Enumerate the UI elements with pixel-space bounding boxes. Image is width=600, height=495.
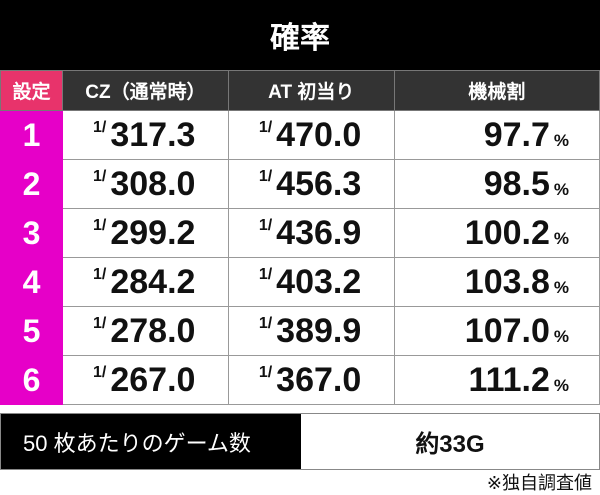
cz-value: 299.2 xyxy=(110,213,196,252)
payout-value: 111.2 xyxy=(468,360,550,399)
table-row: 1 1/317.3 1/470.0 97.7% xyxy=(0,110,600,160)
at-probability: 1/470.0 xyxy=(227,110,395,160)
header-setting: 設定 xyxy=(0,70,63,111)
games-value: 約33G xyxy=(415,431,485,458)
percent-sign: % xyxy=(553,130,569,150)
setting-number: 2 xyxy=(0,159,63,209)
fraction-prefix: 1/ xyxy=(258,265,273,283)
fraction-prefix: 1/ xyxy=(93,167,107,185)
at-value: 389.9 xyxy=(276,311,362,350)
percent-sign: % xyxy=(553,277,569,297)
probability-table: 設定 CZ（通常時） AT 初当り 機械割 1 1/317.3 1/470.0 … xyxy=(0,70,600,405)
fraction-prefix: 1/ xyxy=(258,363,273,381)
header-cz: CZ（通常時） xyxy=(62,70,229,111)
at-probability: 1/456.3 xyxy=(227,159,395,209)
fraction-prefix: 1/ xyxy=(93,314,107,332)
table-row: 2 1/308.0 1/456.3 98.5% xyxy=(0,159,600,209)
percent-sign: % xyxy=(553,179,569,199)
payout-rate: 98.5% xyxy=(393,159,600,209)
payout-rate: 103.8% xyxy=(393,257,600,307)
cz-probability: 1/317.3 xyxy=(62,110,229,160)
fraction-prefix: 1/ xyxy=(258,118,273,136)
at-value: 456.3 xyxy=(276,164,362,203)
payout-value: 98.5 xyxy=(483,164,550,203)
percent-sign: % xyxy=(553,228,569,248)
at-value: 403.2 xyxy=(276,262,362,301)
cz-probability: 1/278.0 xyxy=(62,306,229,356)
percent-sign: % xyxy=(553,375,569,395)
cz-probability: 1/267.0 xyxy=(62,355,229,405)
cz-value: 317.3 xyxy=(110,115,196,154)
at-probability: 1/389.9 xyxy=(227,306,395,356)
header-payout: 機械割 xyxy=(393,70,600,111)
header-at: AT 初当り xyxy=(227,70,395,111)
games-per-50-box: 50 枚あたりのゲーム数 約33G xyxy=(0,413,600,470)
cz-value: 267.0 xyxy=(110,360,196,399)
fraction-prefix: 1/ xyxy=(93,363,107,381)
table-row: 4 1/284.2 1/403.2 103.8% xyxy=(0,257,600,307)
percent-sign: % xyxy=(553,326,569,346)
fraction-prefix: 1/ xyxy=(93,118,107,136)
cz-probability: 1/299.2 xyxy=(62,208,229,258)
setting-number: 1 xyxy=(0,110,63,160)
setting-number: 5 xyxy=(0,306,63,356)
payout-rate: 107.0% xyxy=(393,306,600,356)
fraction-prefix: 1/ xyxy=(258,167,273,185)
at-probability: 1/367.0 xyxy=(227,355,395,405)
table-header: 設定 CZ（通常時） AT 初当り 機械割 xyxy=(0,70,600,111)
cz-value: 308.0 xyxy=(110,164,196,203)
fraction-prefix: 1/ xyxy=(258,314,273,332)
at-value: 367.0 xyxy=(276,360,362,399)
payout-value: 107.0 xyxy=(464,311,550,350)
payout-rate: 100.2% xyxy=(393,208,600,258)
fraction-prefix: 1/ xyxy=(93,265,107,283)
footnote: ※独自調査値 xyxy=(486,473,592,493)
setting-number: 3 xyxy=(0,208,63,258)
at-probability: 1/403.2 xyxy=(227,257,395,307)
table-row: 5 1/278.0 1/389.9 107.0% xyxy=(0,306,600,356)
page-title: 確率 xyxy=(0,0,600,70)
payout-rate: 97.7% xyxy=(393,110,600,160)
payout-value: 97.7 xyxy=(483,115,550,154)
cz-value: 284.2 xyxy=(110,262,196,301)
fraction-prefix: 1/ xyxy=(258,216,273,234)
at-probability: 1/436.9 xyxy=(227,208,395,258)
cz-probability: 1/284.2 xyxy=(62,257,229,307)
at-value: 436.9 xyxy=(276,213,362,252)
table-row: 6 1/267.0 1/367.0 111.2% xyxy=(0,355,600,405)
games-label: 50 枚あたりのゲーム数 xyxy=(1,414,301,469)
payout-value: 100.2 xyxy=(464,213,550,252)
table-row: 3 1/299.2 1/436.9 100.2% xyxy=(0,208,600,258)
payout-rate: 111.2% xyxy=(393,355,600,405)
payout-value: 103.8 xyxy=(464,262,550,301)
setting-number: 6 xyxy=(0,355,63,405)
fraction-prefix: 1/ xyxy=(93,216,107,234)
cz-probability: 1/308.0 xyxy=(62,159,229,209)
cz-value: 278.0 xyxy=(110,311,196,350)
setting-number: 4 xyxy=(0,257,63,307)
at-value: 470.0 xyxy=(276,115,362,154)
